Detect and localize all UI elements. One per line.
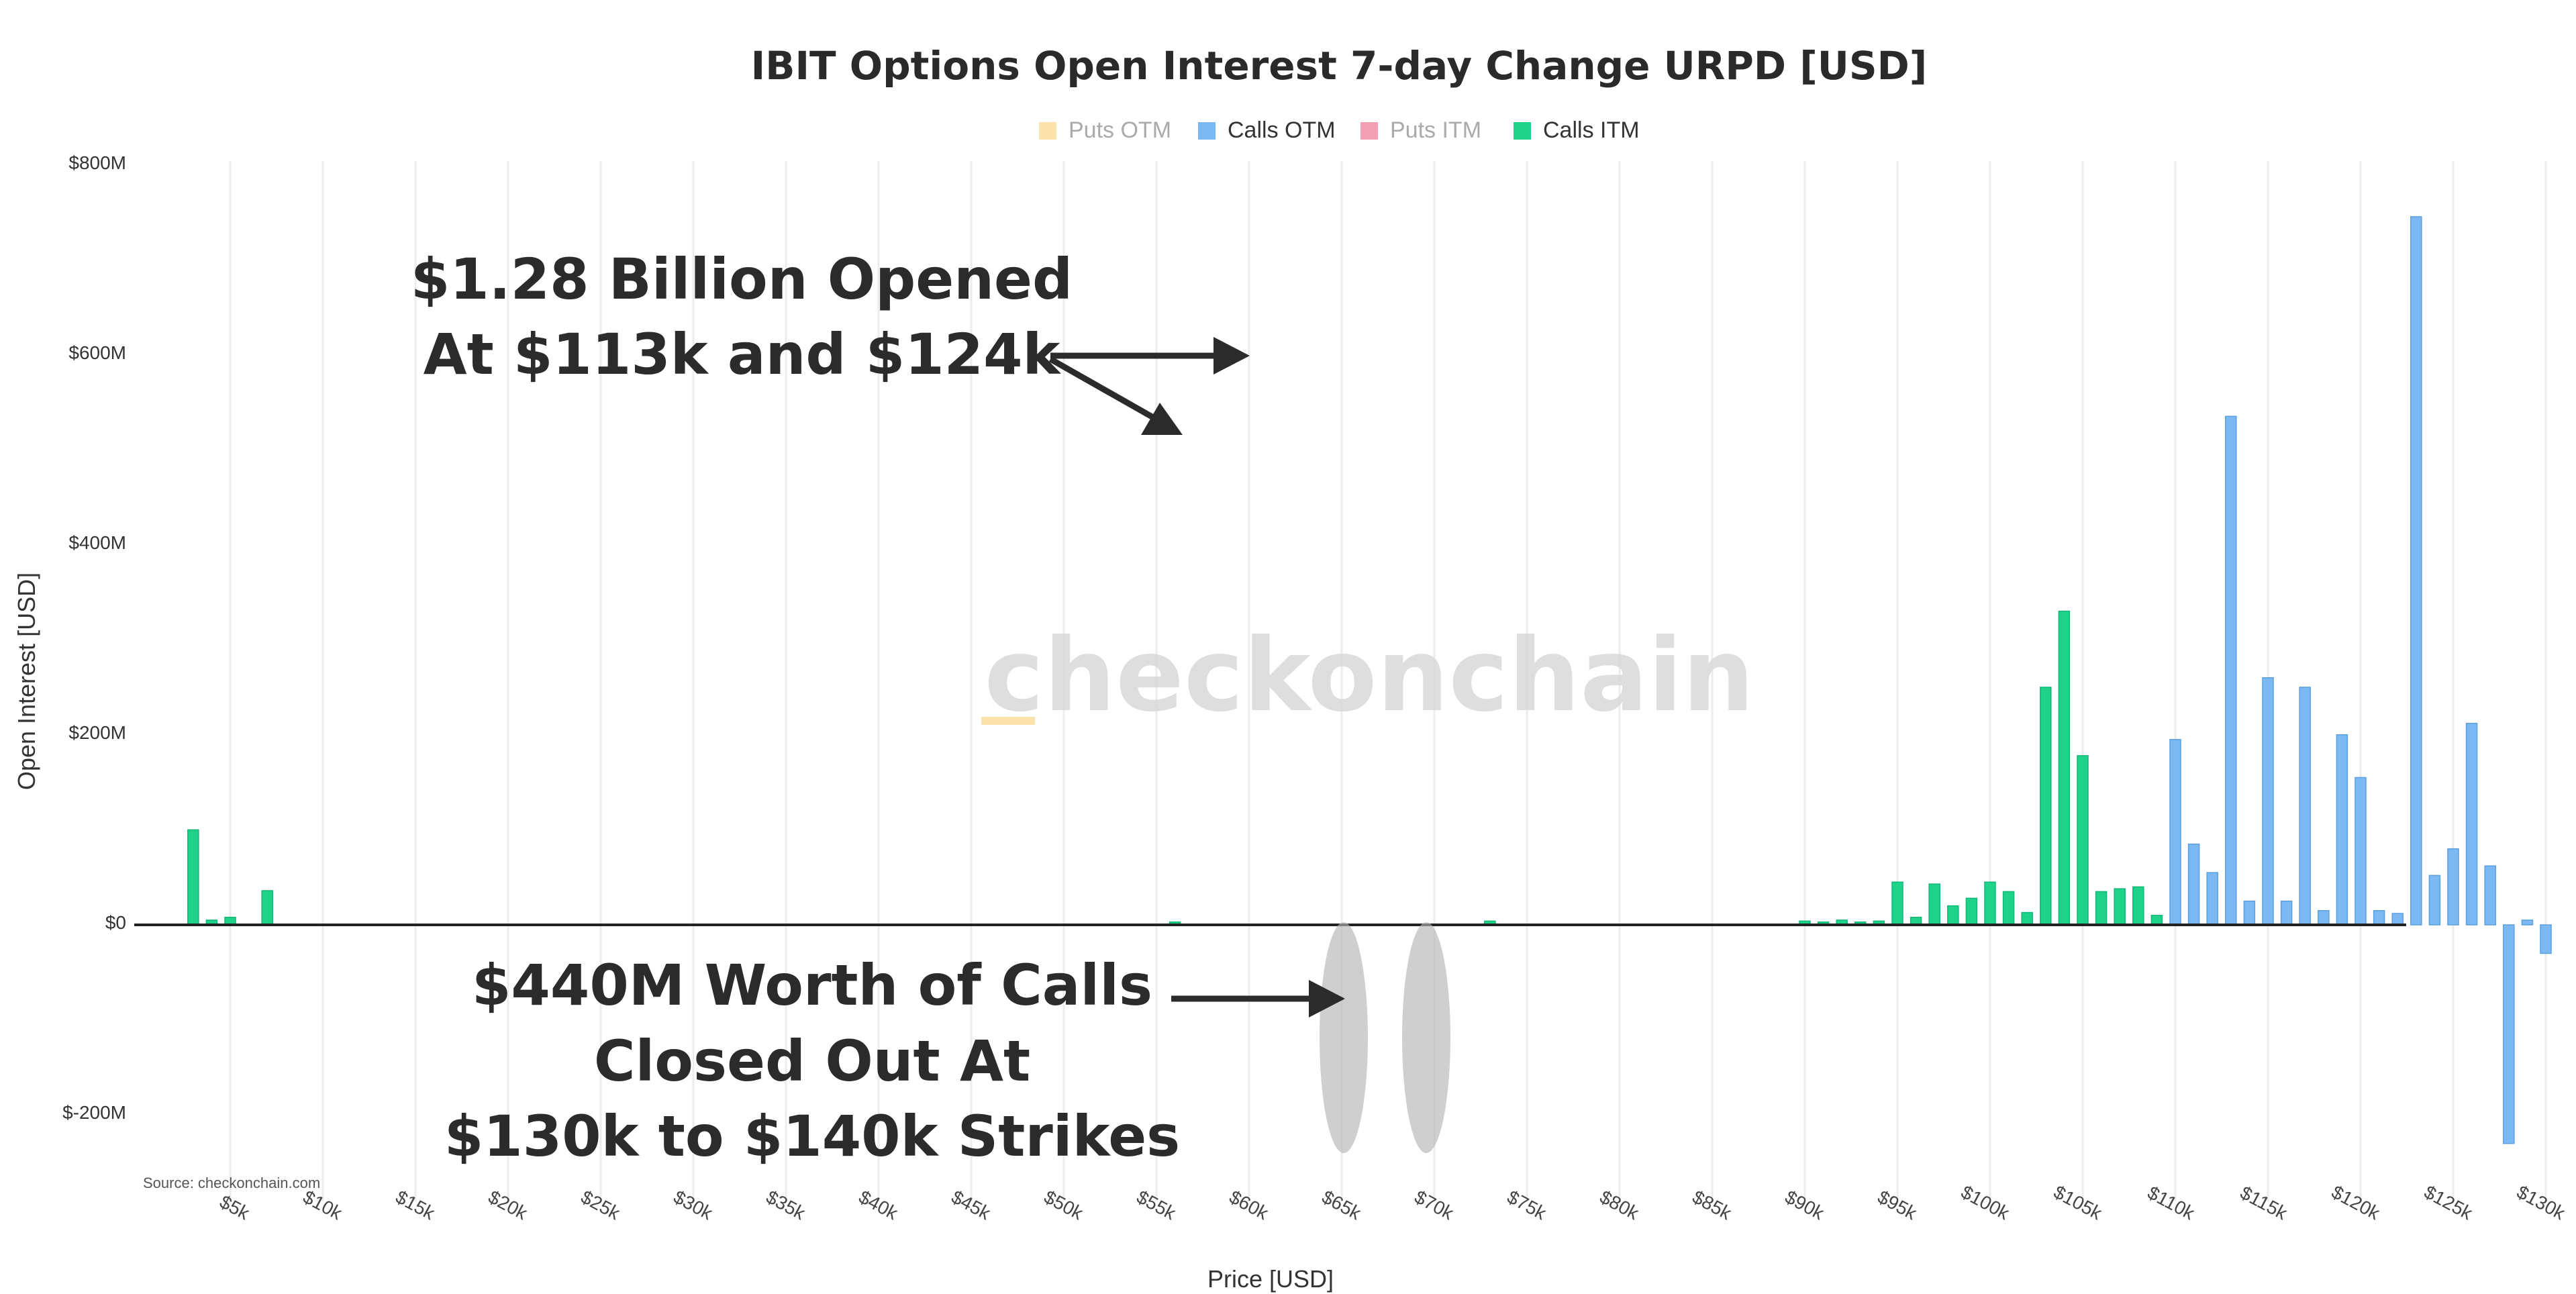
bar-calls-otm [2169,739,2181,926]
legend-item-puts-itm[interactable]: Puts ITM [1360,117,1481,143]
y-tick-label: $0 [105,912,126,933]
y-tick-label: $400M [68,532,126,553]
bar-calls-itm [1984,881,1996,926]
bar-calls-otm [2410,216,2422,926]
x-tick-label: $5k [216,1191,253,1224]
bar-calls-otm [2484,865,2496,926]
bar-calls-itm [2021,911,2033,926]
legend-label-calls-itm: Calls ITM [1543,117,1640,143]
bar-calls-itm [1947,905,1959,926]
bar-calls-itm [2058,610,2071,926]
legend-swatch-calls-itm [1514,122,1531,140]
bar-calls-otm [2318,910,2330,926]
bar-calls-otm [2262,677,2274,926]
x-axis-label: Price [USD] [1207,1265,1334,1293]
legend-label-puts-otm: Puts OTM [1069,117,1171,143]
arrowhead-113k [1141,403,1183,435]
highlight-ellipse-140k [1402,922,1450,1153]
highlight-ellipse-130k [1320,922,1368,1153]
chart-title: IBIT Options Open Interest 7-day Change … [751,43,1928,89]
legend-label-calls-otm: Calls OTM [1228,117,1336,143]
bar-calls-itm [1928,883,1940,926]
bar-calls-itm [2095,891,2108,926]
legend-item-calls-otm[interactable]: Calls OTM [1198,117,1336,143]
x-tick-label: $100k [1958,1181,2014,1224]
bar-calls-itm [2150,915,2163,926]
bar-calls-otm [2521,919,2534,926]
arrowhead-130k [1309,980,1345,1017]
annotation-bottom-line2: Closed Out At [594,1028,1030,1094]
y-tick-label: $800M [68,152,126,173]
annotation-bottom-line3: $130k to $140k Strikes [444,1103,1180,1169]
legend-item-puts-otm[interactable]: Puts OTM [1039,117,1171,143]
bar-calls-otm [2187,843,2200,926]
x-tick-label: $115k [2237,1182,2291,1224]
annotation-arrows-top [1048,337,1250,435]
x-tick-label: $105k [2050,1181,2106,1224]
bar-calls-itm [1891,881,1903,926]
bar-calls-itm [1965,897,1978,926]
legend[interactable]: Puts OTM Calls OTM Puts ITM Calls ITM [1039,117,1640,143]
bar-calls-otm [2280,900,2293,926]
bars [187,216,2552,1144]
bar-calls-otm [2447,848,2459,926]
legend-swatch-puts-itm [1360,122,1378,140]
bar-calls-otm [2336,734,2348,926]
legend-swatch-puts-otm [1039,122,1056,140]
bar-calls-itm [2077,755,2089,926]
bar-calls-otm [2465,723,2478,926]
x-axis: $5k $10k $15k $20k $25k $30k $35k $40k $45k $50k $… [216,1181,2569,1224]
bar-calls-itm [2040,687,2052,926]
bar-calls-otm [2225,415,2237,926]
x-tick-label: $120k [2328,1181,2384,1224]
annotation-top-line1: $1.28 Billion Opened [411,246,1073,312]
legend-label-puts-itm: Puts ITM [1390,117,1481,143]
bar-calls-otm [2355,777,2367,926]
y-axis: $800M $600M $400M $200M $0 $-200M [62,152,126,1123]
x-tick-label: $110k [2144,1182,2199,1224]
bar-calls-otm [2373,910,2385,926]
bar-calls-itm [261,890,273,926]
puts-otm-mark [981,717,1035,725]
bar-calls-otm [2391,913,2404,926]
y-tick-label: $600M [68,342,126,363]
y-tick-label: $-200M [62,1102,126,1123]
bar-calls-otm [2540,924,2552,954]
annotation-bottom-line1: $440M Worth of Calls [472,952,1152,1018]
arrow-to-113k [1048,356,1156,421]
legend-item-calls-itm[interactable]: Calls ITM [1514,117,1640,143]
x-tick-label: $125k [2421,1181,2477,1224]
source-text: Source: checkonchain.com [143,1175,320,1191]
arrowhead-124k [1213,337,1250,375]
annotation-top-line2: At $113k and $124k [424,321,1062,387]
annotation-arrow-bottom [1171,980,1345,1017]
y-axis-label: Open Interest [USD] [13,573,40,790]
watermark: checkonchain [984,617,1754,734]
bar-calls-otm [2299,687,2311,926]
bar-calls-itm [2002,891,2015,926]
legend-swatch-calls-otm [1198,122,1216,140]
bar-calls-itm [187,829,199,926]
x-tick-label: $130k [2514,1181,2569,1224]
y-tick-label: $200M [68,722,126,743]
bar-calls-otm [2206,872,2218,926]
bar-calls-otm [2243,900,2256,926]
bar-calls-otm [2428,875,2441,926]
bar-calls-otm [2503,924,2515,1144]
bar-calls-itm [2114,888,2126,926]
bar-calls-itm [2132,886,2144,926]
